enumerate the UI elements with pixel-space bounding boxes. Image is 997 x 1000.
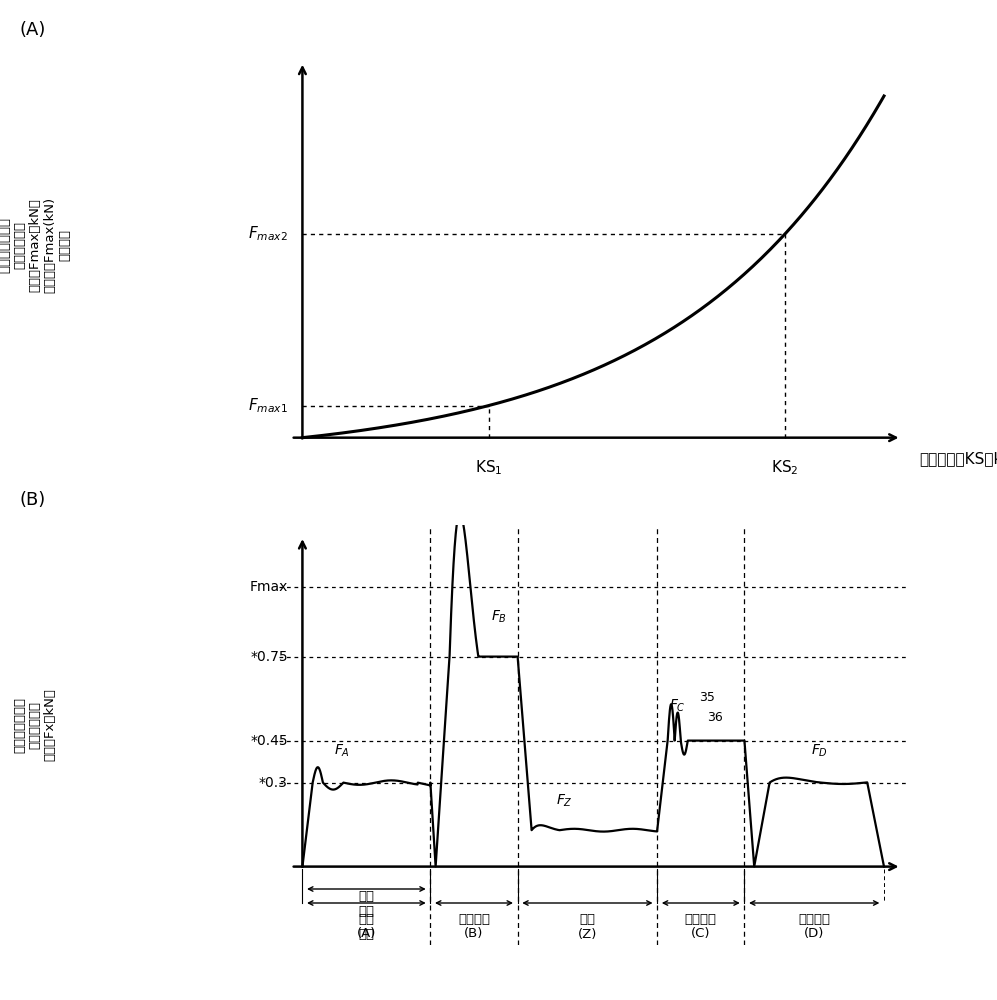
Text: 模具夹紧: 模具夹紧 [458, 913, 490, 926]
Text: *0.3: *0.3 [259, 776, 288, 790]
Text: 36: 36 [708, 711, 723, 724]
Text: $F_C$: $F_C$ [669, 698, 686, 714]
Text: (C): (C) [691, 927, 711, 940]
Text: 模具
关闭: 模具 关闭 [358, 913, 375, 941]
Text: $F_A$: $F_A$ [334, 743, 350, 759]
Text: 35: 35 [699, 691, 715, 704]
Text: (D): (D) [804, 927, 825, 940]
Text: (A): (A) [20, 21, 46, 39]
Text: $F_{max1}$: $F_{max1}$ [248, 396, 288, 415]
Text: $F_B$: $F_B$ [492, 608, 507, 625]
Text: (A): (A) [357, 927, 376, 940]
Text: Fmax: Fmax [249, 580, 288, 594]
Text: 模具打开: 模具打开 [799, 913, 831, 926]
Text: 滚珠丝杠机构的
模具夹紧最大
轴向力Fmax（kN）
（不小于Fmax(kN)
的频率）: 滚珠丝杠机构的 模具夹紧最大 轴向力Fmax（kN） （不小于Fmax(kN) … [0, 197, 72, 293]
Text: $F_Z$: $F_Z$ [555, 793, 572, 809]
Text: $F_D$: $F_D$ [812, 743, 829, 759]
Text: $F_{max2}$: $F_{max2}$ [248, 224, 288, 243]
Text: (B): (B) [465, 927, 484, 940]
Text: *0.75: *0.75 [250, 650, 288, 664]
Text: KS$_1$: KS$_1$ [475, 458, 502, 477]
Text: 模具松开: 模具松开 [685, 913, 717, 926]
Text: 保持
(Z): 保持 (Z) [577, 913, 597, 941]
Text: 滚珠丝杠机构的
模具夹紧最大
轴向力Fx（kN）: 滚珠丝杠机构的 模具夹紧最大 轴向力Fx（kN） [13, 689, 57, 761]
Text: *0.45: *0.45 [250, 734, 288, 748]
Text: 模具
关闭: 模具 关闭 [358, 890, 375, 918]
Text: KS$_2$: KS$_2$ [772, 458, 799, 477]
Text: 模具夹紧力KS（kN）: 模具夹紧力KS（kN） [919, 451, 997, 466]
Text: (B): (B) [20, 491, 46, 509]
